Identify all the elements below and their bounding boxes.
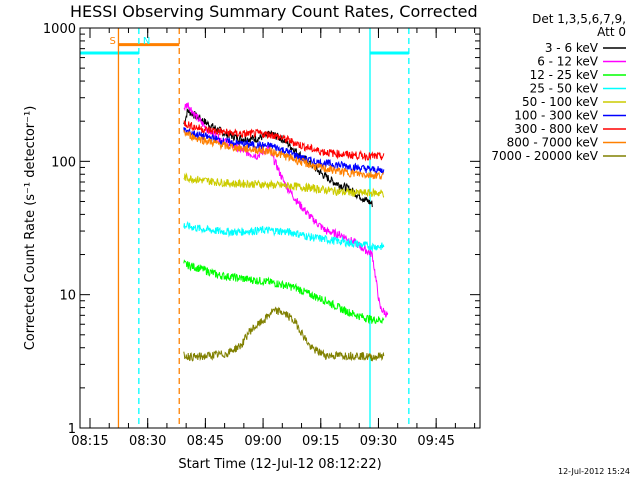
x-axis-label: Start Time (12-Jul-12 08:12:22) [178, 457, 381, 472]
series-line-7 [183, 129, 385, 180]
y-tick-label: 1000 [43, 22, 76, 37]
legend-label: 12 - 25 keV [530, 68, 599, 82]
x-axis: 08:15 08:30 08:45 09:00 09:15 09:30 09:45 [71, 28, 476, 449]
time-interval-bars [80, 43, 409, 55]
x-tick-label: 08:30 [129, 434, 166, 449]
legend-label: 6 - 12 keV [537, 55, 599, 69]
series-lines [183, 102, 389, 362]
series-line-5 [183, 127, 385, 175]
marker-label-n: N [143, 36, 150, 47]
x-tick-label: 09:30 [360, 434, 397, 449]
series-line-2 [183, 259, 385, 325]
legend-label: 25 - 50 keV [530, 82, 599, 96]
legend-label: 50 - 100 keV [522, 95, 599, 109]
legend-header-2: Att 0 [597, 25, 626, 39]
legend-label: 100 - 300 keV [514, 109, 598, 123]
marker-label-s: S [109, 36, 115, 47]
legend-label: 800 - 7000 keV [507, 136, 599, 150]
x-tick-label: 09:15 [302, 434, 339, 449]
legend-header-1: Det 1,3,5,6,7,9, [532, 12, 626, 26]
x-tick-label: 09:00 [244, 434, 281, 449]
y-tick-label: 100 [51, 155, 76, 170]
chart-title: HESSI Observing Summary Count Rates, Cor… [70, 2, 478, 21]
plot-frame [79, 27, 481, 429]
series-line-6 [183, 120, 385, 162]
y-axis-label: Corrected Count Rate (s⁻¹ detector⁻¹) [23, 106, 38, 351]
series-line-3 [183, 220, 385, 253]
y-axis: 1 10 100 1000 [43, 22, 480, 437]
x-tick-label: 09:45 [417, 434, 454, 449]
legend-label: 7000 - 20000 keV [491, 149, 598, 163]
legend-label: 3 - 6 keV [545, 41, 599, 55]
series-line-4 [183, 172, 385, 199]
x-tick-label: 08:45 [187, 434, 224, 449]
y-tick-label: 10 [59, 289, 76, 304]
footer-date: 12-Jul-2012 15:24 [558, 467, 630, 476]
y-tick-label: 1 [68, 422, 76, 437]
series-line-8 [183, 306, 385, 362]
x-tick-label: 08:15 [71, 434, 108, 449]
legend-label: 300 - 800 keV [514, 122, 598, 136]
